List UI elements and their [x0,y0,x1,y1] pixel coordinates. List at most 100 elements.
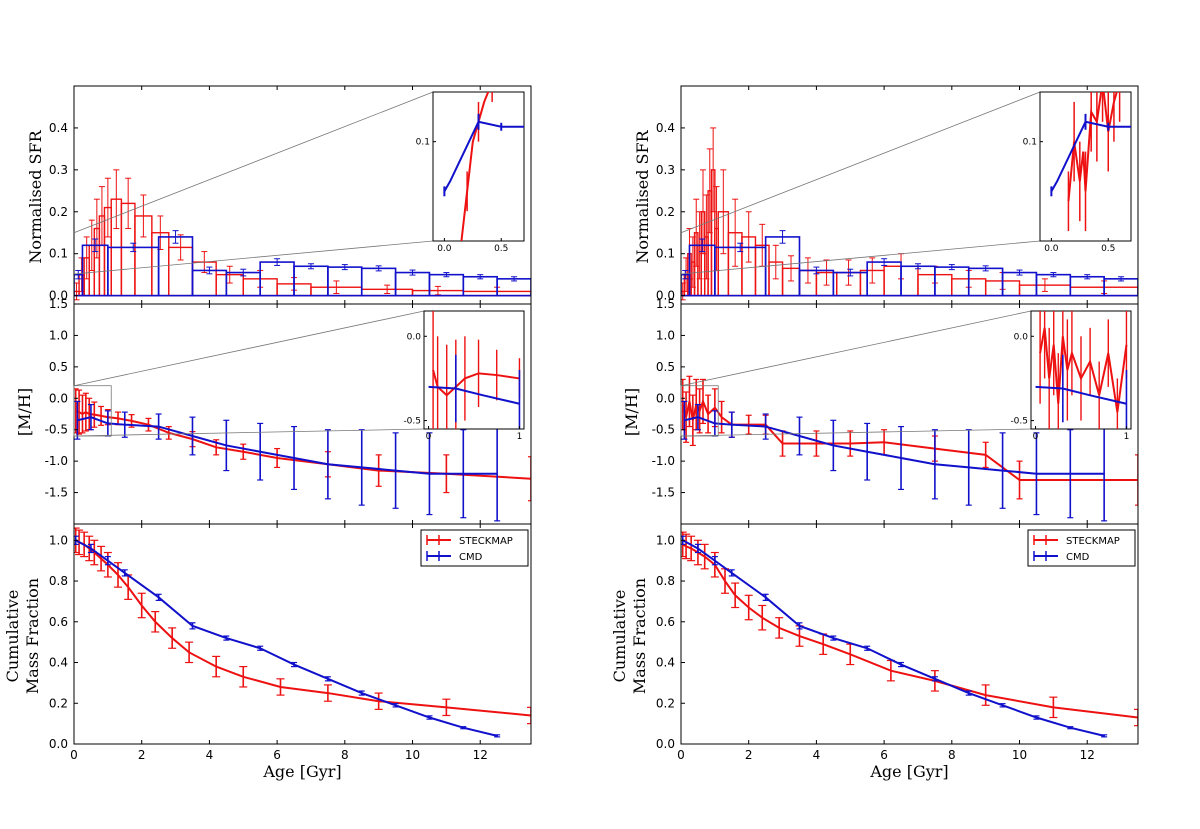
right-mh-inset-x-tick-label: 0 [1033,432,1039,442]
right-legend-label-steckmap: STECKMAP [1066,536,1120,547]
right-mh-y-tick-label: 1.0 [656,328,675,342]
right-mh-y-tick-label: -1.5 [652,486,675,500]
left-sfr-plot [74,169,531,301]
left-sfr-cmd-bar [107,246,160,297]
right-mh-inset-plot [1035,311,1128,429]
right-sfr-cmd-bar [714,246,767,297]
left-cmf-frame [73,523,532,745]
right-mh-inset-y-tick-label: -0.5 [1010,417,1028,427]
left-sfr-cmd-bar [462,275,498,297]
right-mh-y-axis-label: [M/H] [622,388,641,436]
left-legend: STECKMAP CMD [420,529,529,567]
right-sfr-inset-x-tick-label: 0.5 [1101,244,1115,254]
right-cmf-steckmap-line [682,543,1138,719]
left-sfr-zoom-connector [73,91,434,234]
left-mh-y-tick-label: 1.0 [49,328,68,342]
left-sfr-y-tick-label: 0.2 [49,205,68,219]
right-sfr-inset-steckmap-line [1067,92,1118,202]
left-mh-y-tick-label: -1.0 [45,454,68,468]
right-x-tick-label: 8 [948,748,956,762]
left-cmf-y-tick-label: 0.8 [49,574,68,588]
left-sfr-inset-plot [443,92,524,241]
left-sfr-cmd-bar [360,267,397,297]
left-cmf-y-tick-label: 0.2 [49,696,68,710]
left-x-tick-label: 8 [341,748,349,762]
left-mh-y-tick-label: -0.5 [45,423,68,437]
right-cmf-y-axis-label-line2: Mass Fraction [630,578,649,694]
left-cmf-y-tick-label: 0.4 [49,656,68,670]
left-sfr-cmd-bar [157,236,194,297]
right-cmf-y-tick-label: 0.8 [656,574,675,588]
left-mh-y-tick-label: 1.5 [49,297,68,311]
left-sfr-y-tick-label: 0.0 [49,289,68,303]
right-x-tick-label: 6 [880,748,888,762]
left-mh-y-axis-label: [M/H] [15,388,34,436]
left-mh-y-tick-label: 0.5 [49,360,68,374]
right-mh-y-tick-label: -0.5 [652,423,675,437]
right-sfr-plot [681,127,1138,301]
left-sfr-y-axis-label: Normalised SFR [26,129,45,263]
right-x-tick-label: 0 [677,748,685,762]
right-cmf-y-axis-label-line1: Cumulative [610,590,629,683]
left-sfr-cmd-bar [428,273,465,297]
left-cmf-y-tick-label: 0.0 [49,737,68,751]
right-cmf-frame [680,523,1139,745]
right-sfr-y-tick-label: 0.1 [656,247,675,261]
left-legend-label-cmd: CMD [459,552,483,563]
left-sfr-y-tick-label: 0.1 [49,247,68,261]
right-sfr-y-tick-label: 0.3 [656,163,675,177]
right-mh-inset-steckmap-line [1039,327,1128,413]
left-x-tick-label: 6 [273,748,281,762]
right-sfr-inset-y-tick-label: 0.1 [1023,138,1037,148]
left-cmf-steckmap-line [75,539,531,717]
right-mh-inset-cmd-line [1035,385,1127,405]
left-sfr-inset-steckmap-line [460,92,490,241]
left-sfr-inset-x-tick-label: 0.5 [494,244,508,254]
right-figure-column: 0 2 4 6 8 10 120.00.10.20.30.41.51.00.50.0-0.5… [610,85,1139,781]
right-mh-zoom-connector [680,310,1032,387]
left-cmf-y-tick-label: 0.6 [49,615,68,629]
left-mh-inset-y-tick-label: 0.0 [407,332,422,342]
left-mh-inset-cmd-line [428,385,520,405]
right-cmf-cmd-line [682,539,1105,737]
right-cmf-y-tick-label: 1.0 [656,533,675,547]
right-x-tick-label: 4 [813,748,821,762]
right-sfr-cmd-bar [1069,275,1105,297]
left-x-tick-label: 12 [473,748,488,762]
left-sfr-inset-y-tick-label: 0.1 [416,138,430,148]
left-cmf-y-axis-label-line2: Mass Fraction [23,578,42,694]
left-x-axis-label: Age [Gyr] [262,762,341,781]
left-sfr-y-tick-label: 0.3 [49,163,68,177]
right-cmf-plot [681,531,1138,738]
left-legend-label-steckmap: STECKMAP [459,536,513,547]
right-x-tick-label: 2 [745,748,753,762]
right-mh-y-tick-label: 1.5 [656,297,675,311]
left-sfr-zoom-connector [73,240,434,275]
left-cmf-y-tick-label: 1.0 [49,533,68,547]
left-x-tick-label: 4 [206,748,214,762]
left-mh-inset-frame [423,310,525,430]
right-cmf-y-tick-label: 0.6 [656,615,675,629]
left-figure-column: 0 2 4 6 8 10 120.00.10.20.30.41.51.00.50.0-0.5… [3,85,532,781]
left-x-tick-label: 0 [70,748,78,762]
right-mh-plot [681,375,1138,522]
left-mh-y-tick-label: 0.0 [49,391,68,405]
left-mh-y-tick-label: -1.5 [45,486,68,500]
left-cmf-plot [74,527,531,738]
right-sfr-inset-x-tick-label: 0.0 [1044,244,1059,254]
left-x-tick-label: 10 [405,748,420,762]
right-x-axis-label: Age [Gyr] [869,762,948,781]
right-mh-zoom-connector [680,428,1032,437]
left-mh-zoom-connector [73,310,425,387]
right-sfr-y-tick-label: 0.0 [656,289,675,303]
right-mh-inset-x-tick-label: 1 [1124,432,1130,442]
left-mh-inset-x-tick-label: 1 [517,432,523,442]
left-mh-plot [74,388,531,522]
right-mh-inset-y-tick-label: 0.0 [1014,332,1029,342]
right-sfr-zoom-connector [680,91,1041,234]
left-cmf-y-axis-label-line1: Cumulative [3,590,22,683]
right-sfr-y-axis-label: Normalised SFR [633,129,652,263]
left-sfr-y-tick-label: 0.4 [49,121,68,135]
left-sfr-cmd-bar [327,266,363,297]
